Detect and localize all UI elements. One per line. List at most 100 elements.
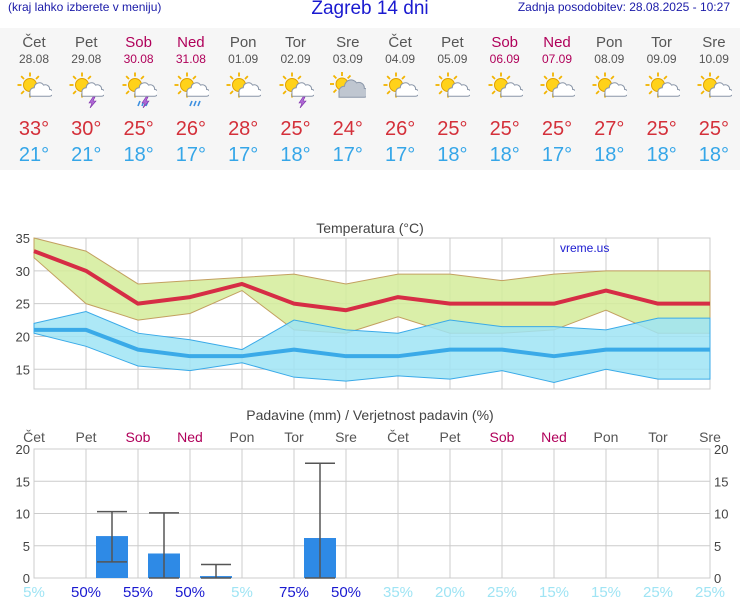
min-temp: 18° [646,144,677,166]
precip-probability: 25% [487,584,517,600]
max-temp: 24° [332,118,363,140]
day-date: 31.08 [175,52,206,66]
day-column: Čet 28.08 33° 21° [8,28,60,168]
day-name: Pon [595,34,623,51]
min-temp: 18° [437,144,468,166]
day-column: Sre 03.09 24° 17° [322,28,374,168]
day-name: Ned [543,34,571,51]
day-date: 04.09 [385,52,416,66]
max-temp-line [33,249,710,313]
cloud-sun-icon [329,72,366,98]
x-tick-label: Sre [699,429,721,445]
day-name: Pet [75,34,98,51]
max-temp: 25° [437,118,468,140]
watermark-text: vreme.us [560,241,609,255]
day-column: Sob 30.08 25° 18° [113,28,165,168]
day-name: Sre [702,34,726,51]
max-temp: 27° [594,118,625,140]
sun-cloud-icon [488,72,523,98]
chart-title: Temperatura (°C) [316,220,424,236]
min-temp: 17° [332,144,363,166]
sun-cloud-icon [540,72,575,98]
day-name: Sob [125,34,152,51]
y-tick-label-right: 10 [714,507,728,522]
day-name: Pon [229,34,257,51]
min-temp: 21° [71,144,102,166]
day-column: Pon 01.09 28° 17° [217,28,269,168]
min-temp-range-band [33,311,711,383]
max-temp: 25° [123,118,154,140]
y-tick-label: 20 [16,442,30,457]
location-menu-hint[interactable]: (kraj lahko izberete v meniju) [8,0,162,14]
precip-probability: 50% [331,584,361,600]
precip-probability: 20% [435,584,465,600]
day-name: Čet [22,34,46,51]
header-bar: (kraj lahko izberete v meniju) Zagreb 14… [0,0,740,22]
day-date: 08.09 [594,52,625,66]
min-temp: 18° [280,144,311,166]
y-tick-label: 15 [16,362,30,377]
day-name: Pet [441,34,464,51]
day-name: Tor [651,34,673,51]
day-column: Tor 09.09 25° 18° [636,28,688,168]
x-tick-label: Tor [648,429,668,445]
max-temp: 30° [71,118,102,140]
sun-cloud-thunder-icon [279,72,314,108]
precip-probability: 35% [383,584,413,600]
day-date: 30.08 [123,52,154,66]
min-temp: 18° [123,144,154,166]
x-tick-label: Čet [387,429,409,445]
day-column: Pet 29.08 30° 21° [60,28,112,168]
min-temp: 18° [698,144,730,166]
x-tick-label: Ned [177,429,203,445]
day-date: 28.08 [18,52,50,66]
day-column: Sob 06.09 25° 18° [479,28,531,168]
x-tick-label: Čet [23,429,45,445]
sun-cloud-icon [17,72,52,98]
y-tick-label: 20 [16,329,30,344]
precip-probability: 5% [231,584,253,600]
temperature-chart: Temperatura (°C) 15 20 25 30 35 vreme.us [16,220,711,390]
min-temp-line [34,327,710,359]
y-tick-label-right: 20 [714,442,728,457]
day-date: 06.09 [489,52,520,66]
max-temp: 33° [18,118,50,140]
day-date: 05.09 [437,52,468,66]
last-update-text: Zadnja posodobitev: 28.08.2025 - 10:27 [517,0,730,14]
day-date: 02.09 [280,52,311,66]
x-tick-label: Pet [75,429,96,445]
x-tick-label: Pon [594,429,619,445]
min-temp: 18° [489,144,520,166]
precip-probability: 25% [695,584,725,600]
day-date: 10.09 [698,52,729,66]
daily-forecast-strip: Čet 28.08 33° 21° Pet 29.08 30° 21° Sob 30.08 25° 1… [0,28,740,170]
sun-cloud-icon [697,72,732,98]
y-tick-label: 25 [16,297,30,312]
min-temp: 17° [541,144,573,166]
day-name: Tor [285,34,306,51]
x-tick-label: Tor [284,429,304,445]
day-column: Ned 31.08 26° 17° [165,28,217,168]
max-temp: 25° [541,118,573,140]
x-tick-label: Sob [126,429,151,445]
y-tick-label-right: 5 [714,539,721,554]
day-column: Čet 04.09 26° 17° [374,28,426,168]
precip-probability: 15% [591,584,621,600]
day-column: Ned 07.09 25° 17° [531,28,583,168]
min-temp: 17° [384,144,416,166]
day-date: 09.09 [646,52,677,66]
day-date: 03.09 [332,52,363,66]
max-temp: 25° [280,118,311,140]
precip-probability: 50% [175,584,205,600]
sun-cloud-icon [383,72,419,98]
min-temp: 18° [594,144,625,166]
y-tick-label: 30 [16,264,30,279]
day-name: Sre [336,34,360,51]
y-tick-label-right: 15 [714,474,728,489]
x-tick-label: Ned [541,429,567,445]
sun-cloud-icon [592,72,628,98]
sun-cloud-rain-thunder-icon [122,72,157,108]
y-tick-label: 35 [16,231,30,246]
sun-cloud-icon [645,72,680,98]
precip-probability: 25% [643,584,673,600]
